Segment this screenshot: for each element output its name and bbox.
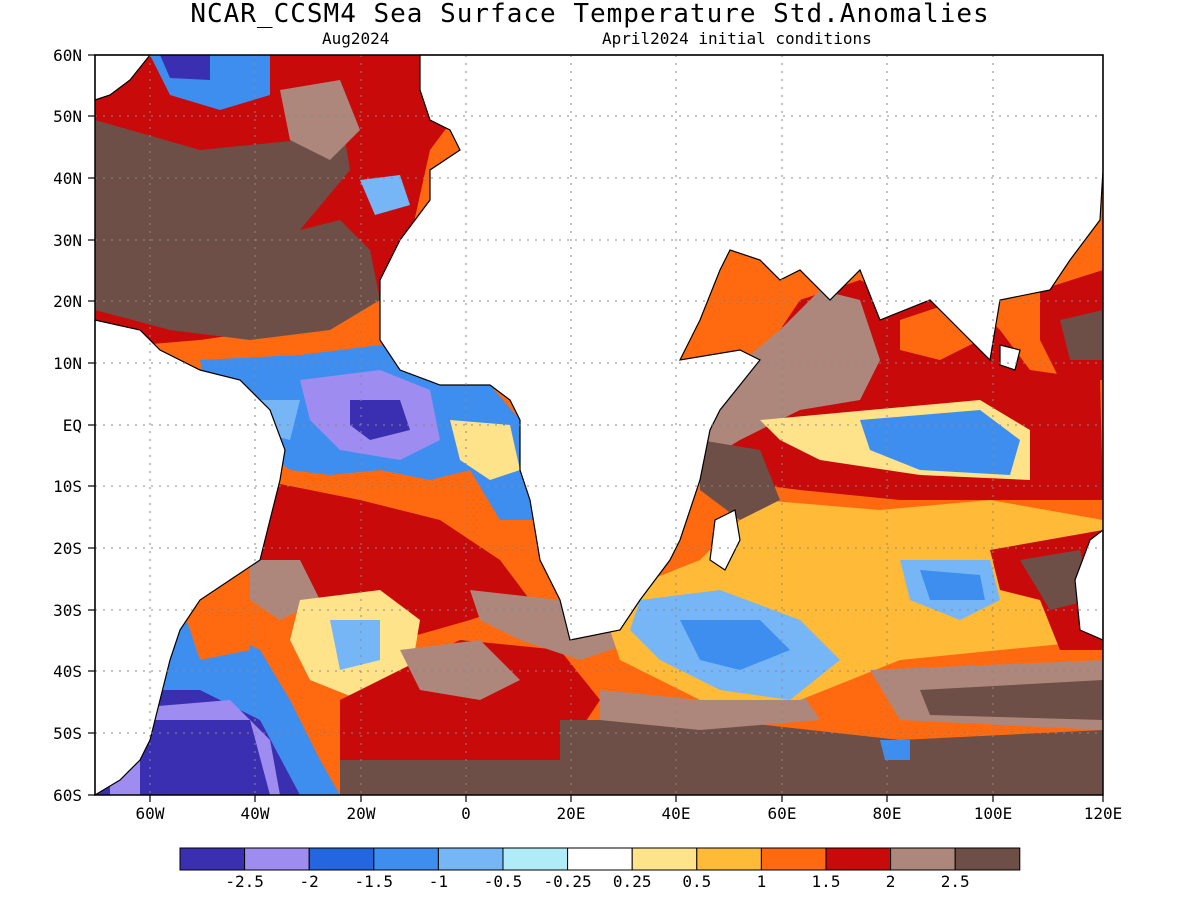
lat-label-20s: 20S [53,539,82,558]
lon-label-80e: 80E [872,804,902,823]
lat-label-30s: 30S [53,601,82,620]
colorbar-label: 0.25 [612,872,652,891]
lat-label-30n: 30N [53,231,82,250]
colorbar-label: 2 [885,872,896,891]
anomaly-field [95,55,1103,795]
lon-label-120e: 120E [1083,804,1123,823]
lon-label-0: 0 [461,804,471,823]
lat-label-60s: 60S [53,786,82,805]
axis-ticks [88,54,1104,802]
lat-label-40s: 40S [53,662,82,681]
colorbar-label: -2.5 [225,872,264,891]
colorbar-label: 2.5 [940,872,970,891]
lat-label-20n: 20N [53,292,82,311]
colorbar-label: -0.25 [543,872,592,891]
lat-label-40n: 40N [53,169,82,188]
lon-label-40e: 40E [661,804,691,823]
colorbar-label: 1.5 [811,872,841,891]
colorbar-label: -1 [428,872,449,891]
lat-label-10n: 10N [53,354,82,373]
colorbar-label: -2 [299,872,319,891]
lat-label-50s: 50S [53,724,82,743]
gridlines [95,55,1103,795]
lon-label-60w: 60W [135,804,165,823]
lon-label-60e: 60E [767,804,797,823]
lon-label-40w: 40W [240,804,270,823]
lat-label-60n: 60N [53,46,82,65]
initial-conditions-label: April2024 initial conditions [602,29,872,48]
chart-title: NCAR_CCSM4 Sea Surface Temperature Std.A… [190,0,990,29]
colorbar-label: 0.5 [682,872,712,891]
lon-label-20e: 20E [556,804,586,823]
lat-label-eq: EQ [62,416,82,435]
colorbar-label: -0.5 [483,872,523,891]
lat-label-50n: 50N [53,107,82,126]
lat-label-10s: 10S [53,477,82,496]
colorbar-label: 1 [756,872,767,891]
lon-label-100e: 100E [973,804,1013,823]
colorbar-label: -1.5 [354,872,394,891]
forecast-month: Aug2024 [322,29,390,48]
land-masses [94,54,1104,797]
lon-label-20w: 20W [346,804,376,823]
